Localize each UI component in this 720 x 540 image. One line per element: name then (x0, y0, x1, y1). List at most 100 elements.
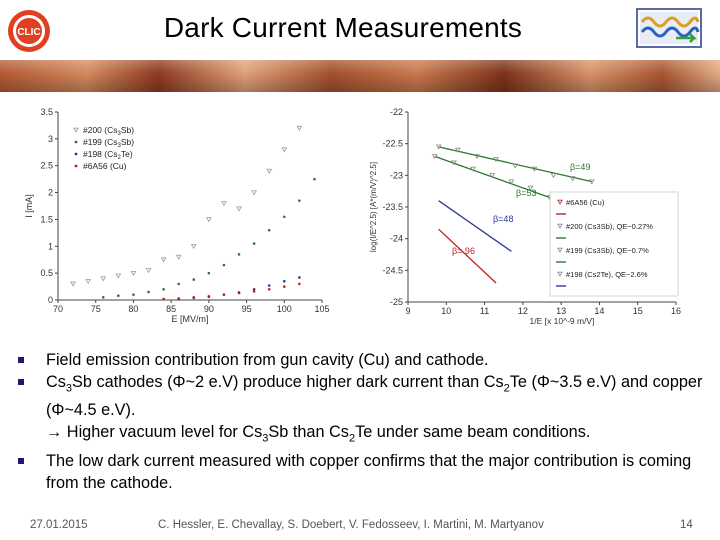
left-point-series-1 (101, 296, 105, 299)
right-point (550, 173, 557, 179)
left-ytick-label: 3.5 (40, 107, 53, 117)
left-point-series-3 (237, 291, 241, 295)
bullet-marker (18, 357, 24, 363)
left-point-series-200 (190, 244, 197, 250)
left-point-series-3 (192, 296, 196, 299)
right-fit-line (438, 200, 512, 252)
right-point (489, 173, 496, 179)
footer-page-number: 14 (680, 519, 693, 531)
right-beta-annotation: β=49 (570, 162, 590, 172)
left-point-series-200 (130, 270, 137, 276)
left-point-series-1 (132, 293, 135, 296)
right-ytick-label: -22.5 (382, 139, 403, 149)
left-point-series-1 (252, 242, 256, 245)
bullet-marker (18, 379, 24, 385)
left-point-series-1 (298, 199, 301, 202)
left-xtick-label: 85 (166, 304, 176, 314)
left-xtick-label: 70 (53, 304, 63, 314)
left-point-series-2 (298, 276, 301, 279)
right-point (569, 176, 576, 182)
left-ytick-label: 1.5 (40, 214, 53, 224)
wave-logo (636, 8, 702, 48)
bullet-item-b1: Field emission contribution from gun cav… (18, 349, 708, 371)
clic-logo: CLIC (8, 10, 50, 52)
right-point (512, 163, 519, 169)
bullet-item-b3: The low dark current measured with coppe… (18, 450, 708, 494)
header-banner (0, 60, 720, 92)
right-ytick-label: -23 (390, 170, 403, 180)
right-point (454, 147, 461, 153)
right-point (431, 154, 438, 160)
right-ylabel: log(I/E^2.5) [A*(m/V)^2.5] (369, 162, 378, 252)
left-legend-marker (74, 152, 78, 156)
left-xtick-label: 95 (242, 304, 252, 314)
right-fit-line (438, 228, 497, 284)
right-point (531, 166, 538, 172)
left-point-series-200 (160, 257, 167, 263)
left-point-series-3 (267, 287, 271, 291)
left-point-series-1 (282, 215, 286, 219)
left-point-series-1 (117, 294, 120, 298)
left-legend-marker (73, 127, 79, 133)
right-chart: -22 -22.5 -23 -23.5 -24 -24.5 -259 10 11 12 13 14 15… (360, 104, 690, 328)
left-point-series-1 (267, 228, 271, 232)
right-ytick-label: -25 (390, 297, 403, 307)
left-point-series-2 (282, 279, 286, 283)
right-xtick-label: 10 (441, 306, 451, 316)
left-point-series-200 (145, 268, 152, 274)
left-point-series-200 (85, 279, 92, 284)
left-point-series-2 (267, 284, 271, 287)
left-point-series-1 (147, 290, 150, 294)
left-xtick-label: 80 (128, 304, 138, 314)
left-point-series-200 (296, 125, 303, 131)
right-xtick-label: 16 (671, 306, 681, 316)
left-xtick-label: 105 (314, 304, 329, 314)
right-ytick-label: -24.5 (382, 265, 403, 275)
footer-date: 27.01.2015 (30, 519, 88, 531)
right-xtick-label: 14 (594, 306, 604, 316)
left-point-series-200 (236, 206, 242, 212)
left-point-series-200 (100, 276, 107, 282)
left-chart: 3.5 3 2.5 2 1.5 1 0.5 070 75 80 85 90 95 100 105 E [MV/… (20, 104, 332, 328)
right-beta-annotation: β=53 (516, 188, 536, 198)
right-point (451, 160, 457, 166)
right-beta-annotation: β= 96 (452, 246, 475, 256)
left-point-series-200 (251, 190, 258, 196)
right-point (588, 179, 595, 185)
left-point-series-1 (313, 177, 316, 181)
left-xtick-label: 75 (91, 304, 101, 314)
left-legend-label: #200 (Cs3Sb) (83, 125, 134, 137)
clic-logo-text: CLIC (17, 27, 40, 38)
left-point-series-200 (205, 217, 212, 223)
right-legend-marker (557, 271, 563, 277)
left-point-series-3 (207, 294, 211, 298)
right-point (474, 154, 480, 160)
bullet-marker (18, 457, 24, 464)
left-point-series-3 (177, 297, 180, 300)
left-point-series-200 (266, 168, 273, 174)
right-xtick-label: 12 (518, 306, 528, 316)
right-xtick-label: 9 (405, 306, 410, 316)
right-xtick-label: 13 (556, 306, 566, 316)
left-xlabel: E [MV/m] (171, 314, 208, 324)
left-xtick-label: 90 (204, 304, 214, 314)
left-point-series-2 (252, 287, 256, 291)
right-legend-label: #200 (Cs3Sb), QE~0.27% (566, 222, 653, 231)
left-legend-label: #198 (Cs2Te) (83, 149, 133, 161)
left-point-series-3 (282, 285, 286, 288)
left-legend-label: #199 (Cs3Sb) (83, 137, 134, 149)
left-legend-marker (74, 140, 78, 144)
left-point-series-1 (207, 271, 211, 275)
right-legend-label: #198 (Cs2Te), QE~2.6% (566, 270, 648, 279)
left-ytick-label: 3 (48, 134, 53, 144)
right-legend-marker (557, 199, 563, 205)
left-ytick-label: 1 (48, 241, 53, 251)
footer-authors: C. Hessler, E. Chevallay, S. Doebert, V.… (158, 519, 544, 531)
right-point (435, 144, 442, 150)
right-ytick-label: -24 (390, 234, 403, 244)
left-point-series-200 (221, 201, 227, 207)
slide-title: Dark Current Measurements (163, 12, 523, 43)
left-ytick-label: 0 (48, 295, 53, 305)
left-legend-label: #6A56 (Cu) (83, 161, 127, 171)
right-ytick-label: -22 (390, 107, 403, 117)
